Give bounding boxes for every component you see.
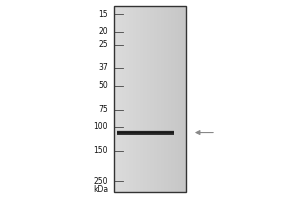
Text: 25: 25 [98,40,108,49]
Text: 75: 75 [98,105,108,114]
Text: 100: 100 [94,122,108,131]
Bar [114,6,186,192]
Text: 37: 37 [98,63,108,72]
Text: 50: 50 [98,81,108,90]
Text: kDa: kDa [93,185,108,194]
Text: 15: 15 [98,10,108,19]
Text: 150: 150 [94,146,108,155]
Text: 20: 20 [98,27,108,36]
Bar [117,131,174,135]
Text: 250: 250 [94,177,108,186]
